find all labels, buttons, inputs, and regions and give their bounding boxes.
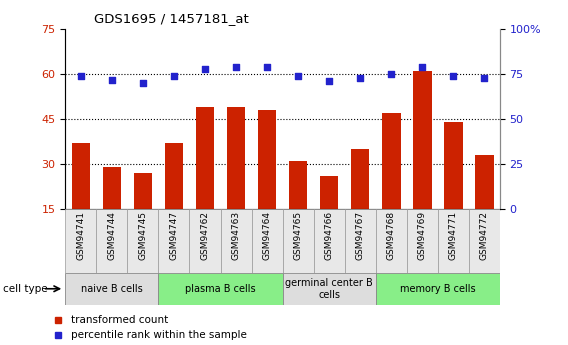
Text: GSM94765: GSM94765 <box>294 211 303 260</box>
Point <box>232 64 241 70</box>
Bar <box>133 173 152 254</box>
Bar <box>289 161 307 254</box>
Bar <box>258 110 277 254</box>
Text: naive B cells: naive B cells <box>81 284 143 294</box>
Bar <box>314 209 345 273</box>
Text: GSM94769: GSM94769 <box>417 211 427 260</box>
Text: GSM94744: GSM94744 <box>107 211 116 259</box>
Point <box>480 75 489 80</box>
Text: plasma B cells: plasma B cells <box>185 284 256 294</box>
Text: germinal center B
cells: germinal center B cells <box>285 278 373 300</box>
Bar <box>413 71 432 254</box>
Bar <box>220 209 252 273</box>
Text: GSM94762: GSM94762 <box>201 211 210 260</box>
Bar <box>72 143 90 254</box>
Bar <box>158 273 283 305</box>
Bar <box>375 273 500 305</box>
Point <box>169 73 178 79</box>
Point <box>201 66 210 71</box>
Text: GDS1695 / 1457181_at: GDS1695 / 1457181_at <box>94 12 248 25</box>
Bar <box>469 209 500 273</box>
Bar <box>438 209 469 273</box>
Bar <box>375 209 407 273</box>
Bar <box>320 176 339 254</box>
Bar <box>252 209 283 273</box>
Text: GSM94763: GSM94763 <box>232 211 240 260</box>
Bar <box>127 209 158 273</box>
Bar <box>351 149 369 254</box>
Bar <box>165 143 183 254</box>
Bar <box>65 273 158 305</box>
Text: GSM94767: GSM94767 <box>356 211 365 260</box>
Bar <box>103 167 121 254</box>
Bar <box>195 107 214 254</box>
Text: GSM94772: GSM94772 <box>480 211 489 260</box>
Point <box>449 73 458 79</box>
Text: GSM94747: GSM94747 <box>169 211 178 260</box>
Point <box>107 77 116 82</box>
Text: transformed count: transformed count <box>72 315 169 325</box>
Bar <box>158 209 190 273</box>
Bar <box>227 107 245 254</box>
Text: percentile rank within the sample: percentile rank within the sample <box>72 330 247 340</box>
Bar <box>407 209 438 273</box>
Bar <box>283 273 375 305</box>
Text: memory B cells: memory B cells <box>400 284 475 294</box>
Point <box>387 71 396 77</box>
Point <box>356 75 365 80</box>
Point <box>324 79 333 84</box>
Bar <box>190 209 220 273</box>
Text: GSM94771: GSM94771 <box>449 211 458 260</box>
Point <box>262 64 272 70</box>
Text: GSM94745: GSM94745 <box>139 211 148 260</box>
Bar <box>97 209 127 273</box>
Bar <box>444 122 462 254</box>
Point <box>76 73 85 79</box>
Bar <box>65 209 97 273</box>
Point <box>417 64 427 70</box>
Text: GSM94768: GSM94768 <box>387 211 396 260</box>
Bar <box>382 113 400 254</box>
Text: GSM94764: GSM94764 <box>262 211 272 260</box>
Point <box>139 80 148 86</box>
Bar <box>345 209 375 273</box>
Bar <box>283 209 314 273</box>
Text: GSM94741: GSM94741 <box>76 211 85 260</box>
Text: cell type: cell type <box>3 284 48 294</box>
Text: GSM94766: GSM94766 <box>325 211 333 260</box>
Bar <box>475 155 494 254</box>
Point <box>294 73 303 79</box>
